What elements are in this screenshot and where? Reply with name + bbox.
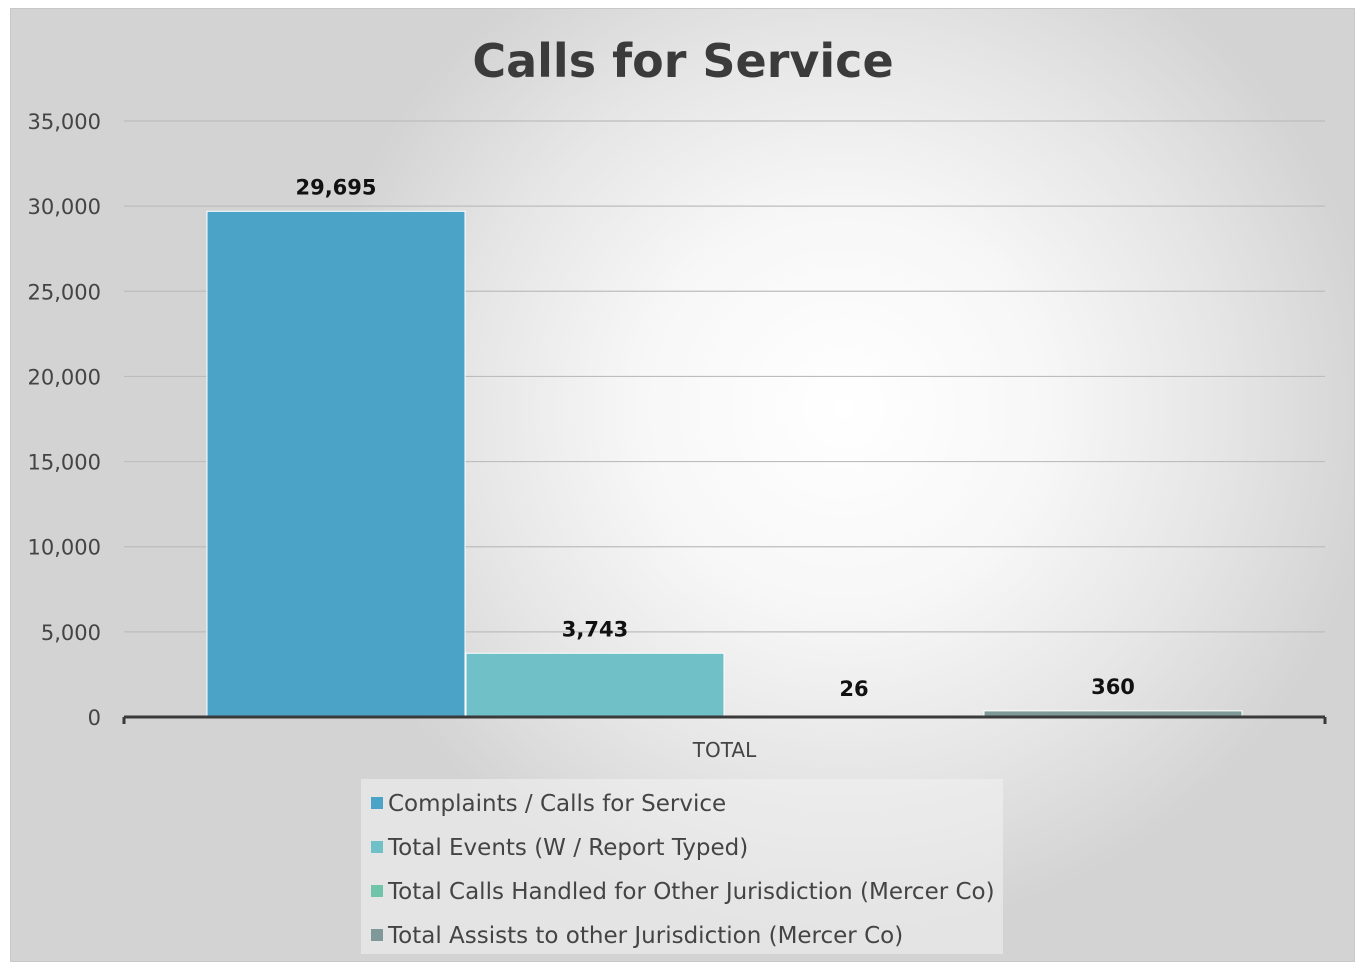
data-label-3: 26 bbox=[839, 677, 868, 701]
legend-label: Total Calls Handled for Other Jurisdicti… bbox=[387, 879, 995, 905]
bar-2 bbox=[465, 652, 725, 718]
legend-swatch bbox=[371, 885, 383, 897]
y-tick-label: 10,000 bbox=[28, 536, 101, 560]
chart-title: Calls for Service bbox=[472, 34, 893, 88]
legend: Complaints / Calls for Service Total Even… bbox=[361, 779, 1003, 954]
data-labels: 29,695 3,743 26 360 bbox=[295, 175, 1134, 701]
legend-label: Total Events (W / Report Typed) bbox=[387, 835, 748, 861]
data-label-1: 29,695 bbox=[295, 175, 376, 199]
y-tick-label: 15,000 bbox=[28, 451, 101, 475]
legend-box bbox=[361, 779, 1003, 954]
y-tick-label: 0 bbox=[88, 706, 101, 730]
y-tick-label: 20,000 bbox=[28, 365, 101, 389]
x-axis: TOTAL bbox=[122, 715, 1327, 762]
calls-for-service-chart: Calls for Service 0 5,000 10,000 15,000 20,0… bbox=[28, 34, 1327, 954]
legend-label: Total Assists to other Jurisdiction (Mer… bbox=[387, 923, 903, 949]
legend-label: Complaints / Calls for Service bbox=[388, 791, 726, 817]
chart-frame: Calls for Service 0 5,000 10,000 15,000 20,0… bbox=[10, 8, 1355, 962]
y-tick-label: 30,000 bbox=[28, 195, 101, 219]
y-axis-ticks: 0 5,000 10,000 15,000 20,000 25,000 30,000 35,0… bbox=[28, 110, 101, 730]
bars bbox=[206, 210, 1243, 718]
legend-swatch bbox=[371, 797, 383, 809]
legend-swatch bbox=[371, 841, 383, 853]
data-label-4: 360 bbox=[1091, 675, 1135, 699]
x-category-label: TOTAL bbox=[692, 738, 757, 762]
bar-1 bbox=[206, 210, 466, 718]
data-label-2: 3,743 bbox=[562, 617, 628, 641]
y-tick-label: 5,000 bbox=[41, 621, 101, 645]
y-tick-label: 25,000 bbox=[28, 280, 101, 304]
legend-swatch bbox=[371, 929, 383, 941]
y-tick-label: 35,000 bbox=[28, 110, 101, 134]
